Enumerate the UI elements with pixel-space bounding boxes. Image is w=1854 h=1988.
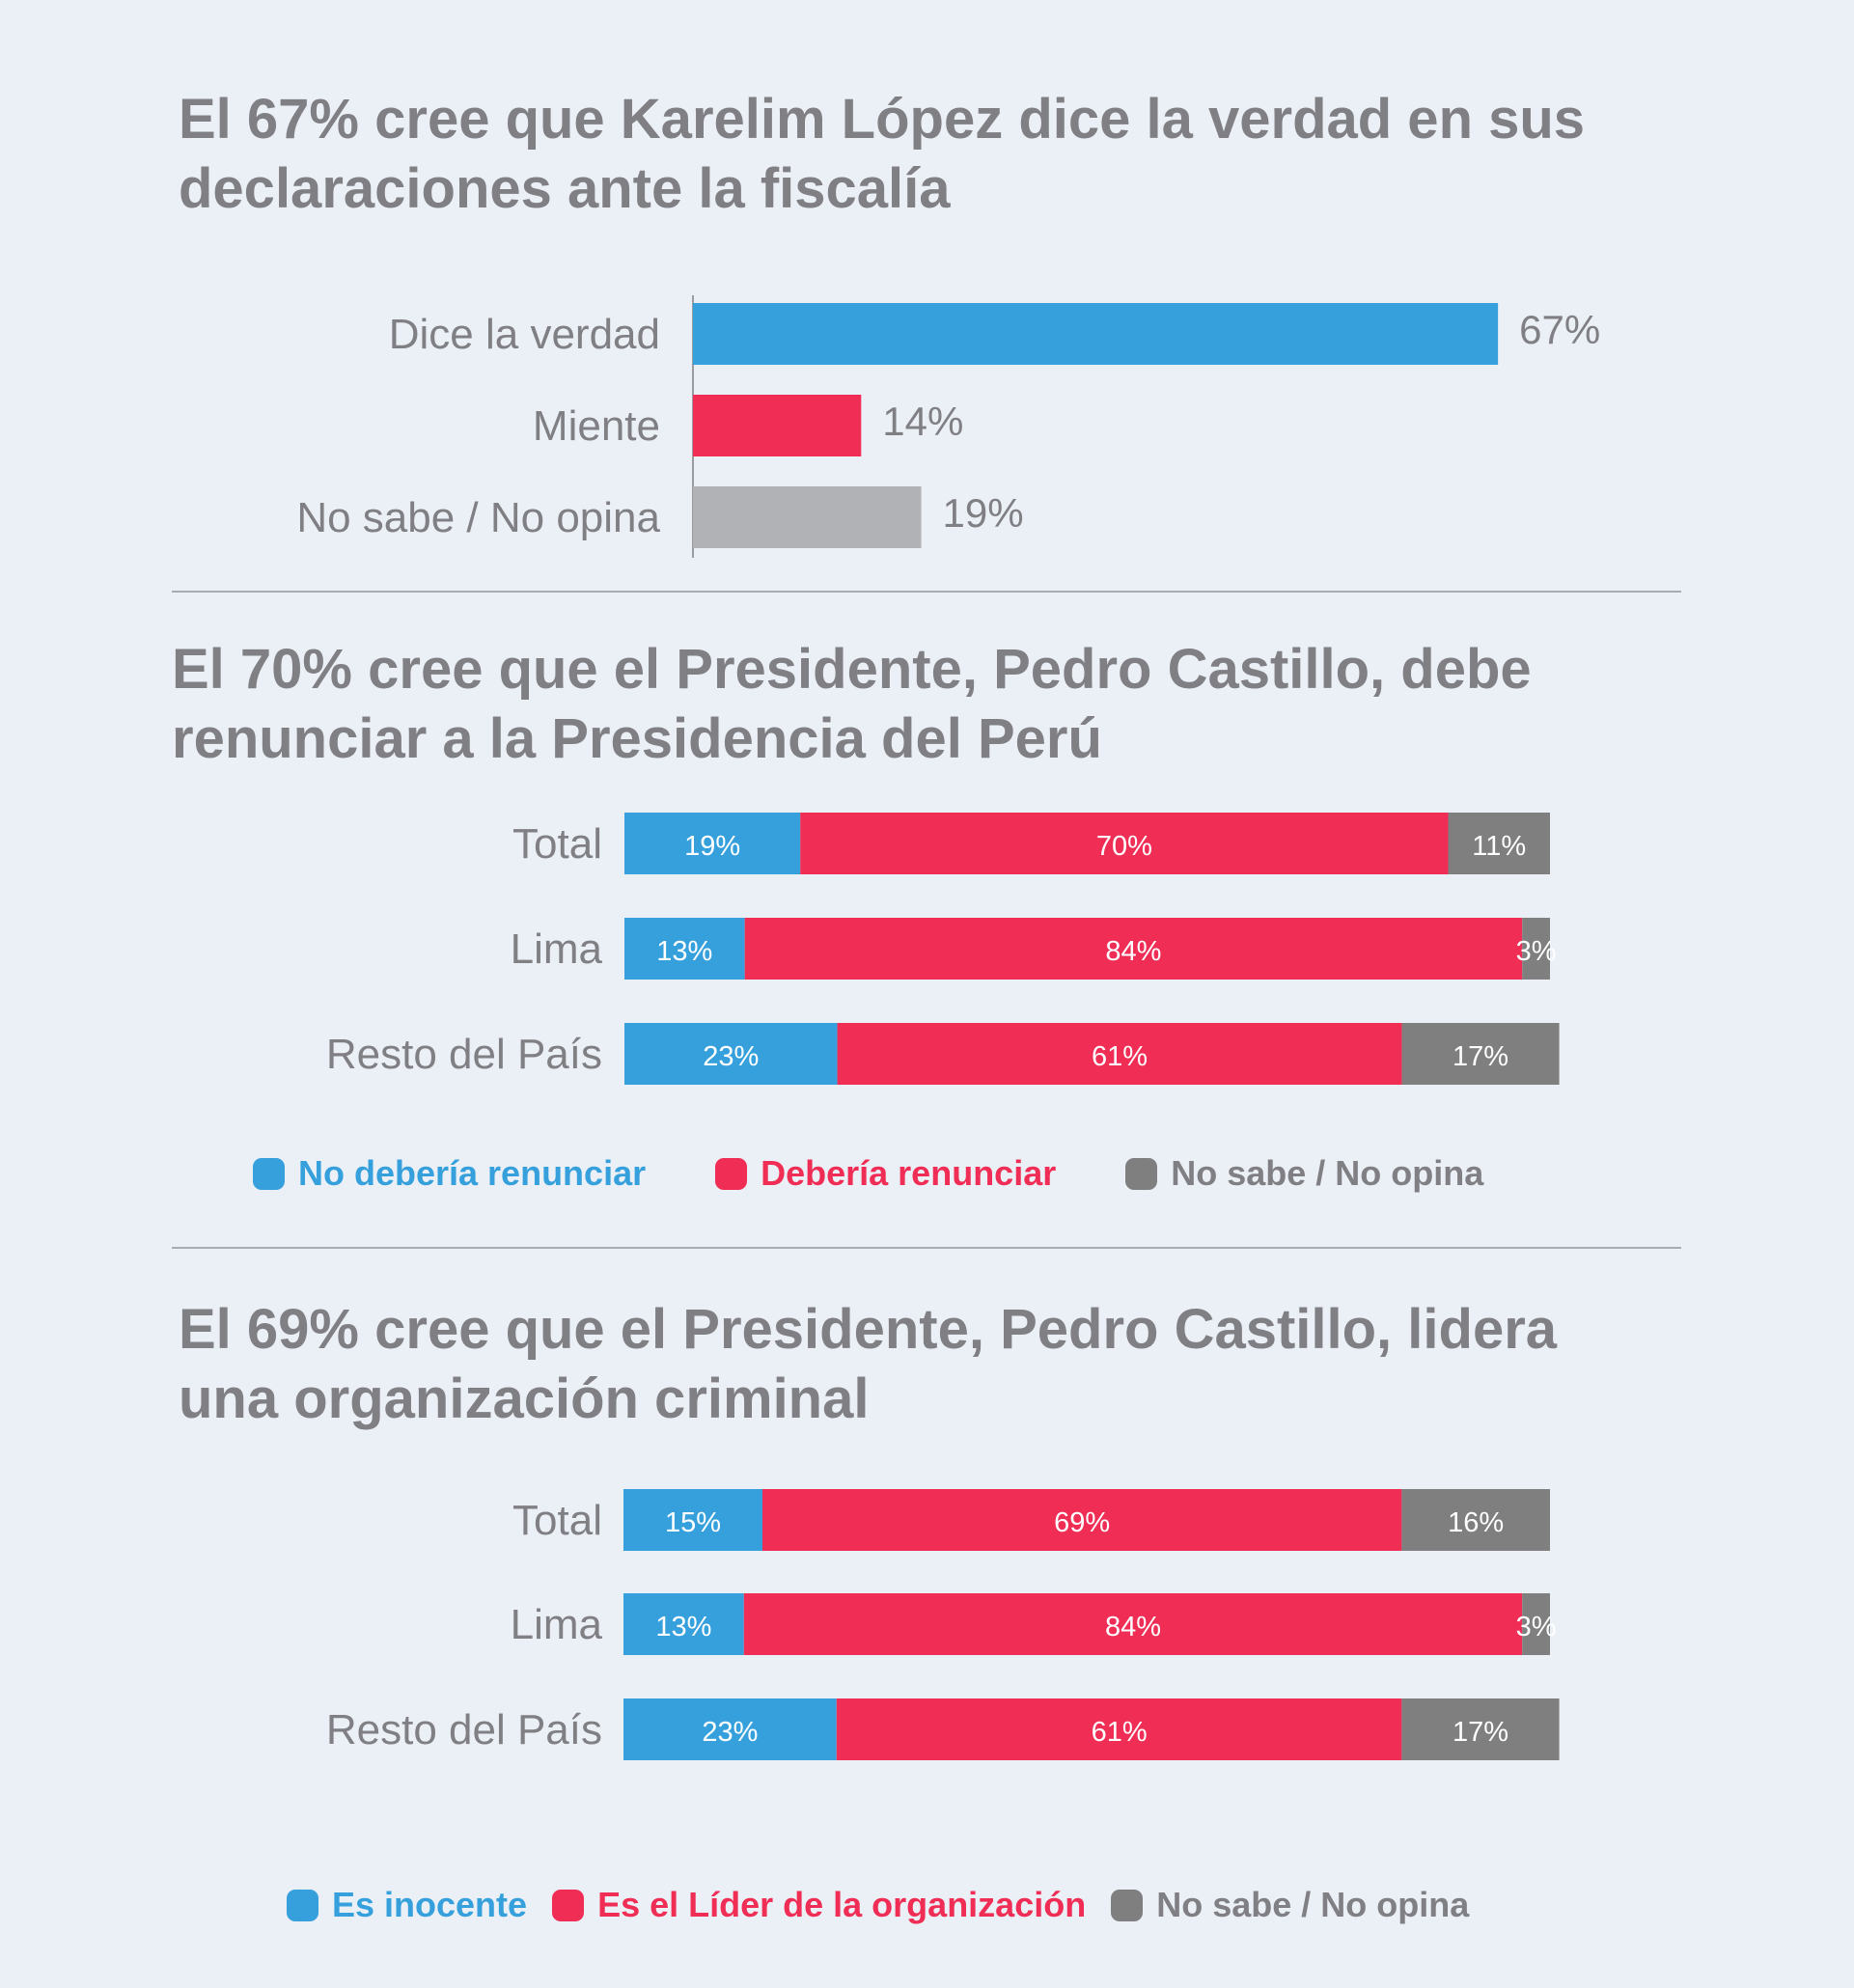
section-divider-2	[172, 1247, 1681, 1249]
chart1-category-label: No sabe / No opina	[296, 494, 660, 541]
chart1-bar-no-sabe-no-opina	[693, 486, 922, 548]
legend-item-es-inocente: Es inocente	[287, 1885, 527, 1925]
chart3-segment-label: 17%	[1453, 1717, 1508, 1748]
legend-swatch-gray	[1125, 1157, 1158, 1190]
chart3-segment-label: 3%	[1516, 1612, 1557, 1643]
chart3-segment-label: 16%	[1448, 1507, 1504, 1538]
chart1-title: El 67% cree que Karelim López dice la ve…	[179, 88, 1586, 220]
legend-label: Es inocente	[332, 1885, 528, 1924]
chart2-segment-label: 23%	[703, 1041, 759, 1072]
chart2-segment-label: 17%	[1453, 1041, 1508, 1072]
chart3-segment-es-el-lider-de-la-organizacion	[836, 1698, 1402, 1760]
section-divider-1	[172, 591, 1681, 593]
legend-label: No debería renunciar	[298, 1153, 647, 1193]
chart2-segment-deberia-renunciar	[744, 918, 1523, 980]
chart3-category-label: Resto del País	[326, 1706, 602, 1753]
chart3-segment-label: 69%	[1054, 1507, 1110, 1538]
chart3-segment-es-inocente	[623, 1698, 837, 1760]
legend-swatch-red	[715, 1157, 748, 1190]
legend-item-no-sabe: No sabe / No opina	[1125, 1153, 1483, 1194]
chart2-segment-label: 84%	[1105, 936, 1161, 967]
legend-label: No sabe / No opina	[1156, 1885, 1470, 1924]
legend-swatch-blue	[253, 1157, 285, 1190]
chart3-segment-es-el-lider-de-la-organizacion	[743, 1593, 1523, 1655]
legend-item-no-sabe: No sabe / No opina	[1111, 1885, 1469, 1925]
chart2-segment-no-sabe-no-opina	[1448, 813, 1550, 874]
chart1-value-label: 67%	[1519, 307, 1600, 352]
chart2-segment-label: 11%	[1472, 831, 1526, 862]
chart3-category-label: Total	[512, 1497, 602, 1544]
chart1-category-label: Miente	[533, 402, 660, 450]
chart2-segment-no-deberia-renunciar	[624, 918, 745, 980]
chart2-segment-label: 70%	[1096, 831, 1152, 862]
chart1-category-label: Dice la verdad	[389, 311, 660, 358]
chart2-segment-no-sabe-no-opina	[1401, 1023, 1560, 1085]
chart3-segment-no-sabe-no-opina	[1401, 1698, 1560, 1760]
chart2-title: El 70% cree que el Presidente, Pedro Cas…	[172, 638, 1532, 770]
chart2-segment-label: 13%	[656, 936, 712, 967]
legend-label: Debería renunciar	[761, 1153, 1057, 1193]
chart1-value-label: 14%	[882, 399, 963, 444]
chart2-segment-no-deberia-renunciar	[624, 1023, 838, 1085]
legend-item-no-deberia-renunciar: No debería renunciar	[253, 1153, 646, 1194]
chart2-segment-label: 19%	[684, 831, 740, 862]
chart3-segment-label: 84%	[1105, 1612, 1161, 1643]
chart1-bar-dice-la-verdad	[693, 303, 1499, 365]
chart3-segment-es-inocente	[623, 1489, 762, 1551]
chart2-segment-deberia-renunciar	[800, 813, 1449, 874]
chart1-bar-miente	[693, 395, 862, 456]
chart3-segment-no-sabe-no-opina	[1522, 1593, 1550, 1655]
chart3-segment-label: 15%	[665, 1507, 721, 1538]
chart3-segment-label: 23%	[702, 1717, 758, 1748]
chart3-segment-es-el-lider-de-la-organizacion	[762, 1489, 1402, 1551]
chart3-title: El 69% cree que el Presidente, Pedro Cas…	[179, 1298, 1558, 1430]
chart2-legend: No debería renunciar Debería renunciar N…	[253, 1149, 1483, 1198]
chart3-segment-label: 13%	[655, 1612, 711, 1643]
chart3-segment-label: 61%	[1092, 1717, 1148, 1748]
chart2-segment-label: 61%	[1092, 1041, 1148, 1072]
legend-item-deberia-renunciar: Debería renunciar	[715, 1153, 1056, 1194]
chart2-category-label: Resto del País	[326, 1031, 602, 1078]
chart2-segment-no-sabe-no-opina	[1522, 918, 1550, 980]
legend-label: No sabe / No opina	[1171, 1153, 1484, 1193]
chart3-segment-es-inocente	[623, 1593, 744, 1655]
chart1-value-label: 19%	[943, 490, 1024, 536]
legend-swatch-blue	[287, 1889, 318, 1921]
chart3-legend: Es inocente Es el Líder de la organizaci…	[287, 1881, 1469, 1929]
chart2-segment-no-deberia-renunciar	[624, 813, 801, 874]
chart2-category-label: Lima	[511, 925, 603, 973]
chart3-category-label: Lima	[511, 1601, 603, 1648]
legend-swatch-gray	[1111, 1889, 1144, 1921]
chart2-category-label: Total	[512, 820, 602, 868]
legend-swatch-red	[552, 1889, 585, 1921]
chart2-segment-deberia-renunciar	[837, 1023, 1402, 1085]
chart2-segment-label: 3%	[1516, 936, 1557, 967]
legend-label: Es el Líder de la organización	[597, 1885, 1087, 1924]
legend-item-es-el-lider: Es el Líder de la organización	[552, 1885, 1086, 1925]
chart3-segment-no-sabe-no-opina	[1401, 1489, 1550, 1551]
